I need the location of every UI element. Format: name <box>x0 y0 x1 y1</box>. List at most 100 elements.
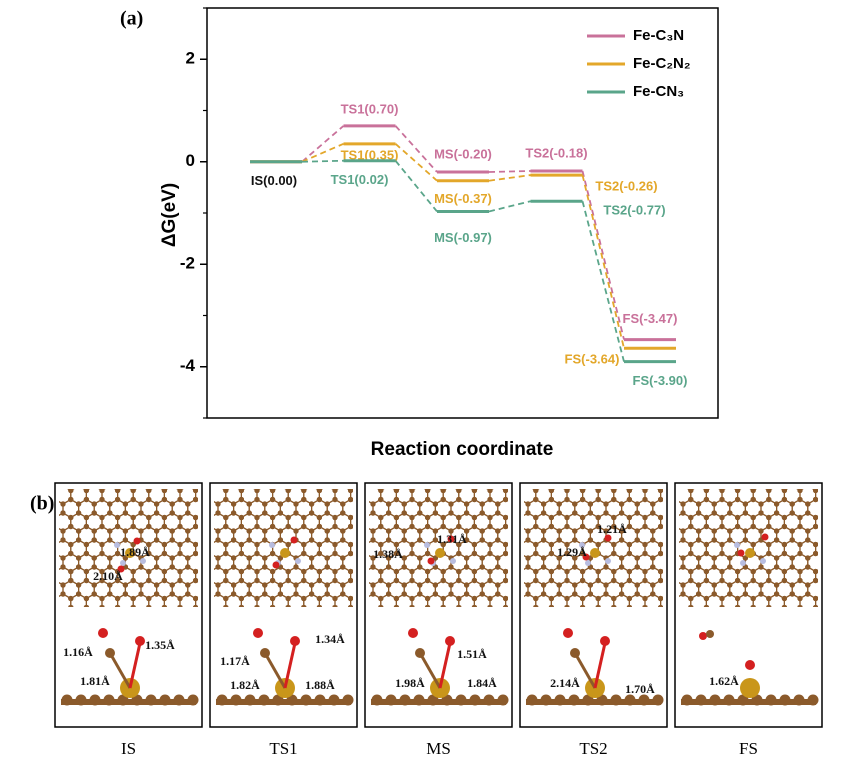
bond-label: 1.89Å <box>120 545 150 559</box>
atom <box>401 510 407 516</box>
atom <box>495 501 501 507</box>
atom <box>638 694 650 706</box>
atom <box>742 537 748 543</box>
atom <box>587 537 593 543</box>
atom <box>695 694 707 706</box>
atom <box>169 501 175 507</box>
fe-atom <box>125 548 135 558</box>
atom <box>836 528 841 533</box>
atom <box>115 604 121 607</box>
atom <box>83 523 89 530</box>
atom <box>316 496 322 503</box>
atom <box>829 605 834 610</box>
atom <box>83 496 89 503</box>
bond-label: 1.21Å <box>597 522 627 536</box>
atom <box>293 501 299 507</box>
atom <box>161 514 168 521</box>
atom <box>541 582 547 588</box>
atom <box>340 564 346 570</box>
atom <box>37 551 42 556</box>
atom <box>711 528 717 534</box>
atom <box>60 510 66 516</box>
atom <box>836 609 841 614</box>
atom <box>464 582 470 588</box>
atom <box>774 591 780 597</box>
atom <box>711 501 717 507</box>
atom <box>401 564 407 570</box>
atom <box>829 569 834 574</box>
atom <box>316 595 323 602</box>
atom <box>556 501 562 507</box>
atom <box>464 564 470 570</box>
atom <box>495 510 501 516</box>
atom <box>448 510 454 516</box>
atom <box>495 537 501 543</box>
n-atom <box>579 542 585 548</box>
atom <box>829 569 834 574</box>
n-atom <box>585 560 591 566</box>
bond <box>108 652 132 689</box>
hexagon <box>831 567 845 585</box>
atom <box>393 577 399 584</box>
atom <box>789 501 795 507</box>
atom <box>595 604 601 607</box>
bond <box>418 652 442 689</box>
atom <box>680 591 686 597</box>
atom <box>238 489 245 494</box>
atom <box>497 694 509 706</box>
atom <box>634 582 640 588</box>
atom <box>781 541 788 548</box>
atom <box>169 528 175 534</box>
atom <box>829 578 834 583</box>
atom <box>634 537 640 543</box>
atom <box>309 564 315 570</box>
atom <box>624 694 636 706</box>
atom <box>432 501 439 507</box>
atom <box>68 514 74 521</box>
atom <box>138 582 144 588</box>
atom <box>301 523 307 530</box>
state-label: MS <box>426 739 451 758</box>
atom <box>231 528 237 534</box>
atom <box>696 555 702 561</box>
atom <box>479 555 485 561</box>
bond-label: 1.51Å <box>457 647 487 661</box>
value-label: FS(-3.64) <box>565 352 620 367</box>
bond-label: 1.34Å <box>315 632 345 646</box>
fe-atom <box>590 548 600 558</box>
panel-label: (a) <box>120 8 143 30</box>
value-label: MS(-0.37) <box>434 191 492 206</box>
atom <box>789 591 795 597</box>
atom <box>487 595 493 602</box>
atom <box>587 501 594 507</box>
atom <box>719 489 725 494</box>
atom <box>99 514 105 521</box>
atom <box>99 595 105 602</box>
atom <box>719 550 725 557</box>
atom <box>440 604 446 607</box>
atom <box>696 501 702 507</box>
atom <box>711 564 717 570</box>
atom <box>836 564 841 569</box>
atom <box>836 483 841 488</box>
atom <box>223 568 229 575</box>
atom <box>619 582 625 588</box>
atom <box>99 550 105 557</box>
atom <box>779 694 791 706</box>
atom <box>45 483 50 488</box>
hexagon <box>40 594 56 612</box>
atom <box>45 537 50 542</box>
atom <box>370 537 376 543</box>
atom <box>193 595 198 602</box>
atom <box>556 528 562 534</box>
hexagon <box>839 500 845 518</box>
atom <box>456 595 462 602</box>
atom <box>440 496 446 503</box>
atom <box>658 604 663 607</box>
atom <box>60 537 66 543</box>
atom <box>60 501 66 507</box>
atom <box>688 541 694 548</box>
atom <box>161 595 168 602</box>
atom <box>688 550 694 557</box>
atom <box>215 591 221 597</box>
